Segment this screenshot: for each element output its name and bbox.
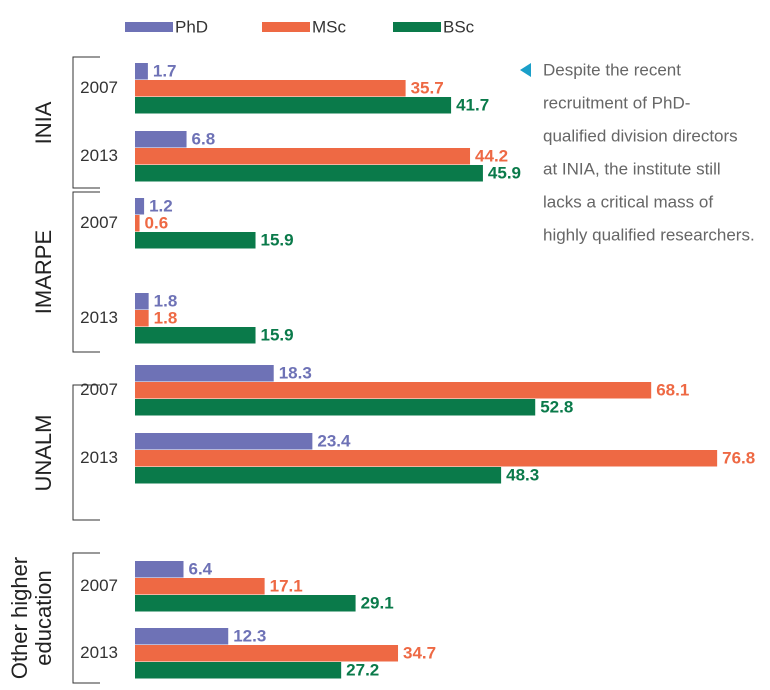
data-label: 15.9 (261, 326, 294, 345)
data-label: 68.1 (656, 381, 689, 400)
data-label: 41.7 (456, 96, 489, 115)
year-label: 2013 (80, 643, 118, 662)
data-label: 45.9 (488, 164, 521, 183)
bar (135, 433, 313, 450)
data-label: 1.7 (153, 62, 177, 81)
legend-label: MSc (312, 17, 347, 36)
bar (135, 198, 145, 215)
bar (135, 232, 256, 249)
data-label: 76.8 (722, 449, 755, 468)
data-label: 17.1 (270, 577, 303, 596)
data-label: 35.7 (411, 79, 444, 98)
data-label: 34.7 (403, 644, 436, 663)
year-label: 2007 (80, 78, 118, 97)
group-label: Other higher education (7, 556, 56, 680)
data-label: 18.3 (279, 364, 312, 383)
bar (135, 628, 229, 645)
annotation-marker (520, 63, 531, 77)
legend-swatch (125, 22, 173, 32)
bar (135, 662, 342, 679)
legend-label: PhD (175, 17, 208, 36)
data-label: 44.2 (475, 147, 508, 166)
bar (135, 215, 140, 232)
data-label: 0.6 (145, 214, 169, 233)
annotation-text: qualified division directors (543, 126, 738, 145)
data-label: 52.8 (540, 398, 573, 417)
legend-label: BSc (443, 17, 475, 36)
bar (135, 382, 652, 399)
data-label: 1.2 (149, 197, 173, 216)
data-label: 48.3 (506, 466, 539, 485)
group-label: UNALM (31, 414, 56, 492)
bar (135, 165, 483, 182)
bar (135, 595, 356, 612)
annotation-text: highly qualified researchers. (543, 225, 755, 244)
data-label: 23.4 (317, 432, 351, 451)
bar (135, 148, 471, 165)
annotation-text: recruitment of PhD- (543, 93, 690, 112)
bar (135, 467, 502, 484)
data-label: 1.8 (154, 309, 178, 328)
group-label: IMARPE (31, 229, 56, 315)
bar (135, 365, 274, 382)
bar (135, 310, 149, 327)
group-bracket (72, 384, 100, 521)
data-label: 29.1 (361, 594, 394, 613)
data-label: 27.2 (346, 661, 379, 680)
bar (135, 97, 452, 114)
bar (135, 327, 256, 344)
year-label: 2013 (80, 448, 118, 467)
bar (135, 293, 149, 310)
bar (135, 450, 718, 467)
annotation-text: at INIA, the institute still (543, 159, 721, 178)
year-label: 2007 (80, 380, 118, 399)
group-bracket (72, 56, 100, 189)
group-label: INIA (31, 101, 56, 144)
legend-swatch (393, 22, 441, 32)
group-bracket (72, 552, 100, 684)
data-label: 12.3 (233, 627, 266, 646)
annotation-text: lacks a critical mass of (543, 192, 713, 211)
data-label: 15.9 (261, 231, 294, 250)
bar (135, 578, 265, 595)
bar (135, 561, 184, 578)
year-label: 2007 (80, 213, 118, 232)
bar (135, 399, 536, 416)
annotation-text: Despite the recent (543, 60, 681, 79)
year-label: 2013 (80, 146, 118, 165)
year-label: 2007 (80, 576, 118, 595)
data-label: 6.8 (192, 130, 216, 149)
bar (135, 131, 187, 148)
group-bracket (72, 191, 100, 353)
bar (135, 63, 148, 80)
data-label: 1.8 (154, 292, 178, 311)
bar (135, 645, 399, 662)
year-label: 2013 (80, 308, 118, 327)
legend-swatch (262, 22, 310, 32)
bar (135, 80, 406, 97)
data-label: 6.4 (189, 560, 213, 579)
